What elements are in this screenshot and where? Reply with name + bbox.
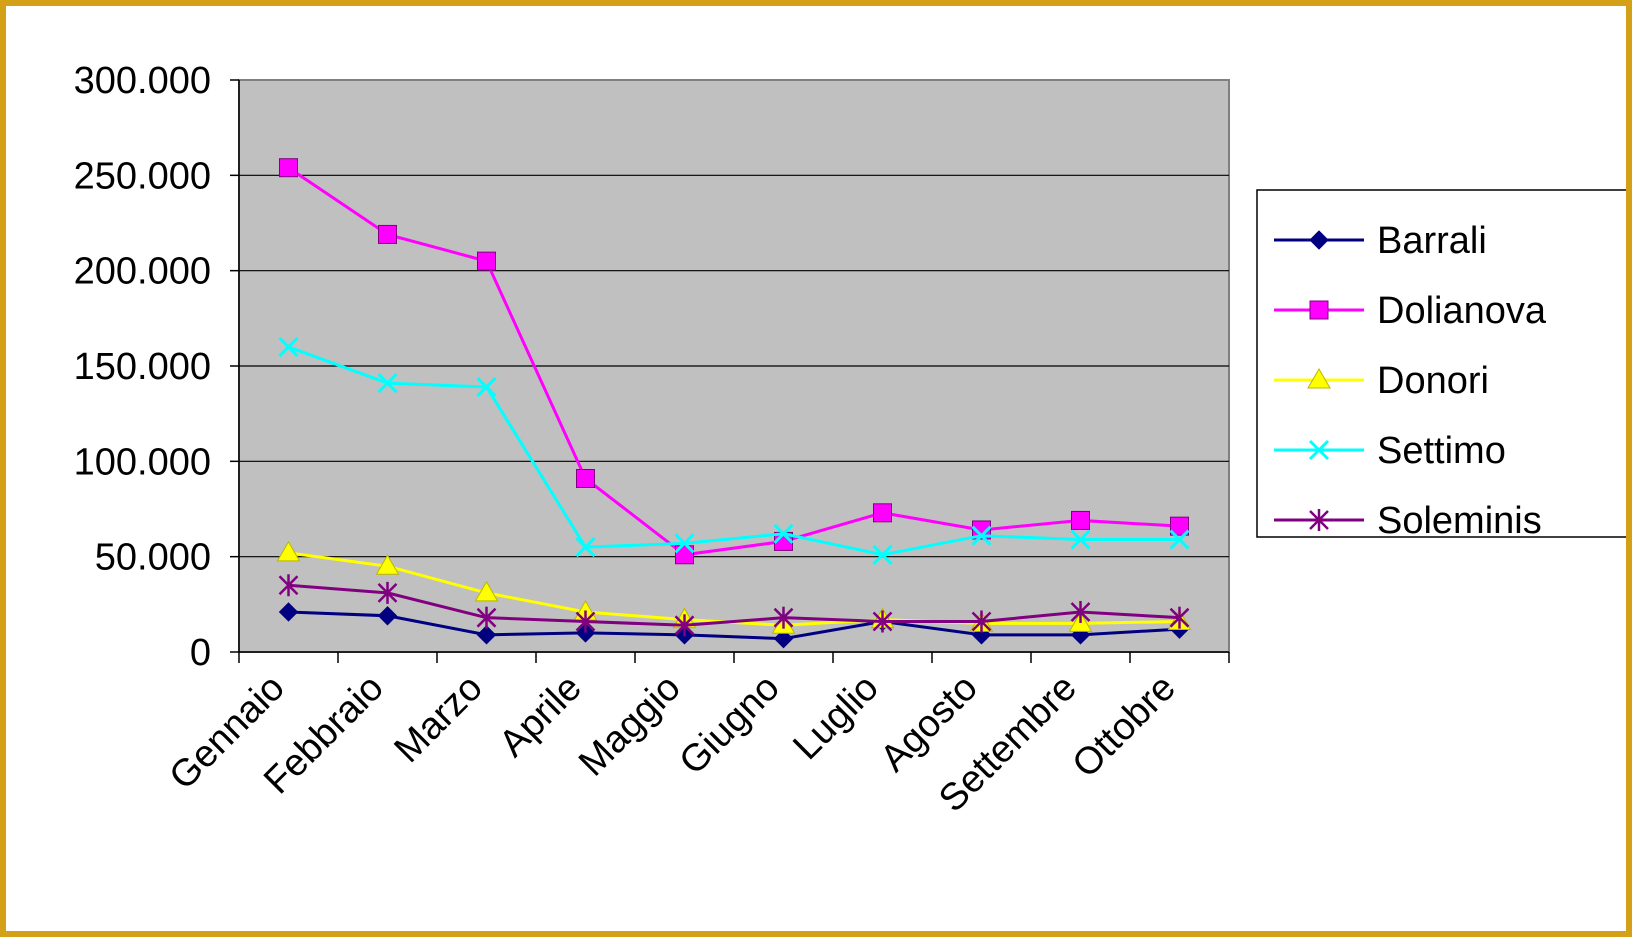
y-tick-label: 250.000	[74, 155, 211, 197]
legend-label: Barrali	[1377, 220, 1487, 262]
data-point-dolianova	[279, 158, 298, 178]
legend-item-barrali: Barrali	[1274, 220, 1487, 262]
data-point-soleminis	[773, 606, 794, 629]
chart-frame: 0 50.000 100.000 150.000 200.000 250.000 300.0…	[6, 6, 1626, 931]
legend-label: Dolianova	[1377, 290, 1547, 332]
data-point-donori	[276, 540, 301, 562]
data-point-settimo	[575, 537, 596, 558]
y-tick-label: 100.000	[74, 441, 211, 483]
data-point-settimo	[674, 533, 695, 554]
series-group	[276, 158, 1192, 649]
data-point-dolianova	[873, 503, 892, 523]
data-point-dolianova	[1071, 510, 1090, 530]
data-point-soleminis	[575, 610, 596, 633]
series-soleminis	[278, 574, 1190, 637]
legend-label: Soleminis	[1377, 500, 1542, 542]
legend-marker	[1309, 230, 1329, 250]
data-point-soleminis	[1070, 600, 1091, 623]
data-point-settimo	[872, 544, 893, 565]
series-settimo	[278, 336, 1190, 565]
x-tick-label: Luglio	[785, 667, 886, 768]
data-point-dolianova	[378, 224, 397, 244]
legend-marker	[1308, 439, 1330, 461]
data-point-soleminis	[872, 610, 893, 633]
data-point-donori	[375, 554, 400, 575]
data-point-settimo	[971, 525, 992, 546]
data-point-donori	[474, 580, 499, 602]
data-point-dolianova	[576, 468, 595, 488]
data-point-settimo	[476, 376, 497, 398]
y-tick-label: 200.000	[74, 251, 211, 293]
data-point-soleminis	[971, 610, 992, 633]
series-line-dolianova	[287, 166, 1180, 557]
legend-item-donori: Donori	[1274, 360, 1489, 402]
series-line-barrali	[288, 610, 1180, 641]
data-point-settimo	[1070, 529, 1091, 550]
data-point-dolianova	[675, 545, 694, 565]
legend-item-settimo: Settimo	[1274, 430, 1506, 472]
data-point-soleminis	[377, 581, 398, 604]
x-tick-label: Maggio	[571, 667, 689, 785]
data-point-soleminis	[674, 614, 695, 637]
data-point-soleminis	[1169, 606, 1190, 629]
legend-marker	[1309, 509, 1329, 531]
data-point-settimo	[773, 523, 794, 544]
data-point-barrali	[476, 625, 497, 645]
y-tick-label: 300.000	[74, 60, 211, 102]
x-tick-label: Ottobre	[1065, 667, 1184, 786]
legend-marker	[1309, 300, 1329, 320]
data-point-barrali	[575, 623, 596, 643]
series-line-soleminis	[288, 583, 1180, 627]
data-point-settimo	[278, 336, 299, 357]
x-tick-label: Marzo	[387, 667, 491, 771]
data-point-soleminis	[476, 606, 497, 629]
legend-item-soleminis: Soleminis	[1274, 500, 1542, 542]
series-line-settimo	[287, 345, 1180, 557]
data-point-soleminis	[278, 574, 299, 597]
legend: Barrali Dolianova Donori Settimo Soleminis	[1256, 189, 1626, 542]
data-point-barrali	[377, 606, 398, 626]
data-point-dolianova	[477, 251, 496, 271]
y-tick-label: 50.000	[95, 537, 211, 579]
y-tick-label: 0	[190, 632, 211, 674]
y-tick-label: 150.000	[74, 346, 211, 388]
data-point-dolianova	[1170, 516, 1189, 536]
gridlines	[239, 174, 1229, 558]
legend-item-dolianova: Dolianova	[1274, 290, 1547, 332]
legend-label: Donori	[1377, 360, 1489, 402]
data-point-settimo	[377, 373, 398, 394]
data-point-barrali	[278, 602, 299, 622]
line-chart: 0 50.000 100.000 150.000 200.000 250.000 300.0…	[74, 60, 1626, 820]
data-point-barrali	[773, 628, 794, 649]
data-point-settimo	[1169, 529, 1190, 550]
legend-marker	[1307, 368, 1331, 389]
legend-label: Settimo	[1377, 430, 1506, 472]
x-tick-label: Giugno	[672, 667, 788, 783]
